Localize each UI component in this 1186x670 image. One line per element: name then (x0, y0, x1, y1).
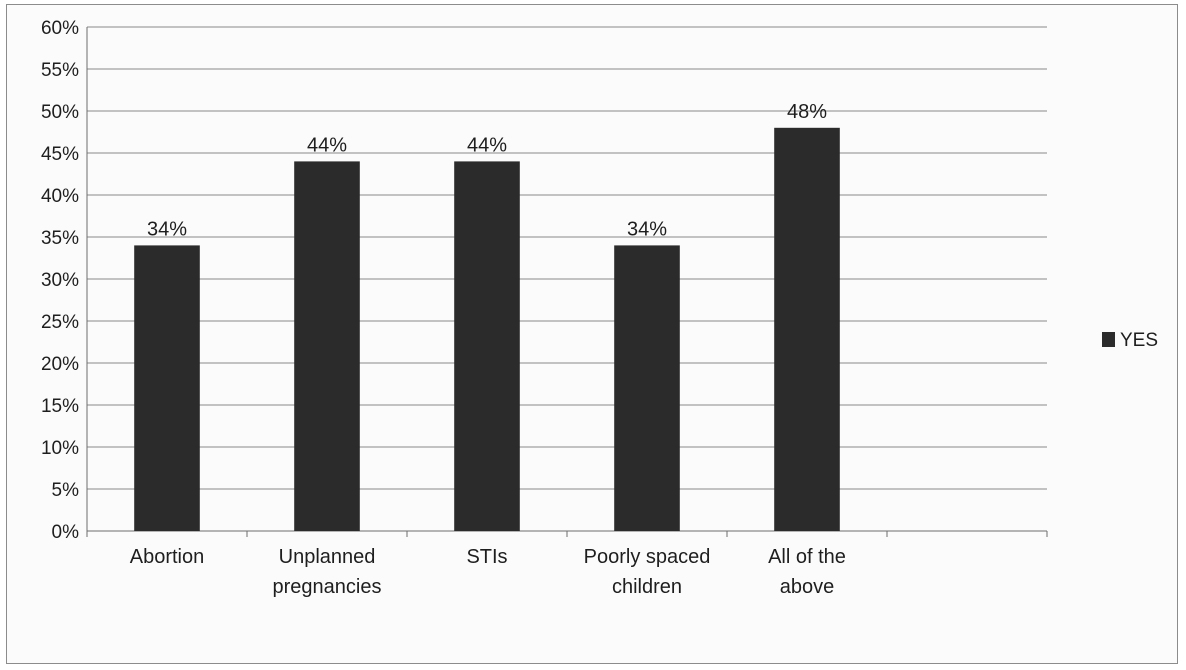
data-label: 44% (467, 134, 507, 156)
y-tick-label: 15% (41, 396, 79, 417)
y-tick-label: 30% (41, 270, 79, 291)
bar (454, 161, 520, 531)
y-tick-label: 20% (41, 354, 79, 375)
data-label: 34% (147, 218, 187, 240)
bar-chart: 0% 5% 10% 15% 20% 25% 30% 35% 40% 45% 50% 55% 60% 34… (41, 18, 1158, 598)
y-tick-label: 5% (52, 480, 80, 501)
y-tick-label: 10% (41, 438, 79, 459)
bar (294, 161, 360, 531)
chart-frame: 0% 5% 10% 15% 20% 25% 30% 35% 40% 45% 50% 55% 60% 34… (6, 4, 1178, 664)
legend-label-yes: YES (1120, 330, 1158, 351)
y-tick-label: 55% (41, 60, 79, 81)
legend-swatch-yes (1102, 332, 1115, 347)
y-axis-tick-labels: 0% 5% 10% 15% 20% 25% 30% 35% 40% 45% 50% 55% 60% (41, 18, 79, 543)
bar (774, 127, 840, 532)
y-tick-label: 25% (41, 312, 79, 333)
data-label: 48% (787, 101, 827, 123)
x-category-label: STIs (466, 546, 507, 568)
gridlines (86, 26, 1048, 537)
bar (614, 245, 680, 531)
x-category-label: Unplanned pregnancies (273, 546, 382, 598)
y-tick-label: 60% (41, 18, 79, 39)
y-tick-label: 45% (41, 144, 79, 165)
y-tick-label: 40% (41, 186, 79, 207)
y-tick-label: 0% (52, 522, 80, 543)
y-tick-label: 35% (41, 228, 79, 249)
legend: YES (1102, 330, 1158, 351)
data-label: 34% (627, 218, 667, 240)
data-label: 44% (307, 134, 347, 156)
data-labels: 34% 44% 44% 34% 48% (147, 101, 827, 241)
x-category-label: All of the above (768, 546, 846, 598)
x-axis-category-labels: Abortion Unplanned pregnancies STIs Poorly s… (130, 546, 846, 598)
y-tick-label: 50% (41, 102, 79, 123)
bar (134, 245, 200, 531)
x-category-label: Abortion (130, 546, 205, 568)
x-category-label: Poorly spaced children (584, 546, 711, 598)
bars (134, 127, 840, 532)
